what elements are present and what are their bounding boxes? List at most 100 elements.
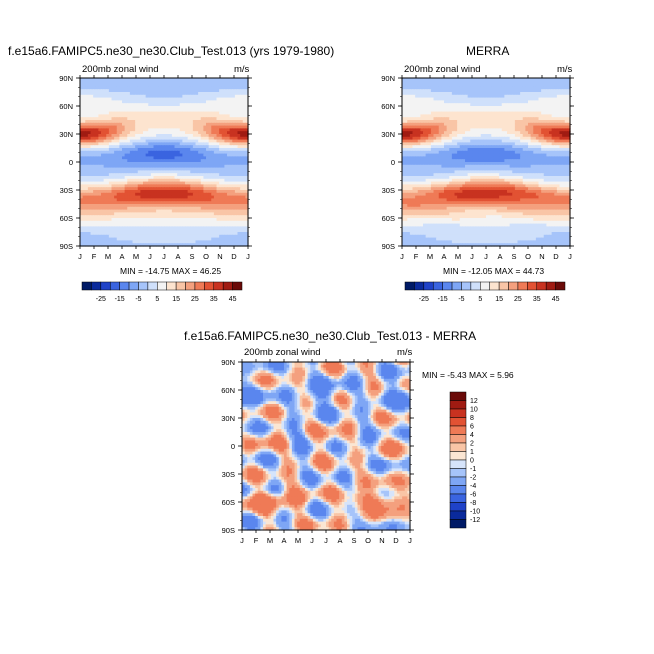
cbar1-swatch xyxy=(128,281,139,291)
cbar1-swatch xyxy=(109,281,120,291)
cbar2-swatch xyxy=(508,281,519,291)
cbar3-swatch xyxy=(449,434,467,444)
cbar3-swatch xyxy=(449,502,467,512)
panel1-title: f.e15a6.FAMIPC5.ne30_ne30.Club_Test.013 … xyxy=(8,44,335,58)
panel2-xtick: A xyxy=(441,252,446,261)
panel1-colorbar: -25 -15 -5 5 15 25 35 45 xyxy=(81,281,243,303)
cbar2-swatch xyxy=(498,281,509,291)
cbar1-swatch xyxy=(204,281,215,291)
cbar1-swatch xyxy=(100,281,111,291)
cbar3-swatch xyxy=(449,391,467,401)
cbar2-label: 35 xyxy=(533,296,541,303)
panel1-xtick: M xyxy=(105,252,111,261)
cbar3-label: 12 xyxy=(470,398,478,405)
cbar2-swatch xyxy=(451,281,462,291)
panel2-xtick: J xyxy=(470,252,474,261)
panel3-xtick: A xyxy=(337,536,342,545)
panel2-stats: MIN = -12.05 MAX = 44.73 xyxy=(443,266,545,276)
cbar3-label: -12 xyxy=(470,517,480,524)
panel3-xtick: J xyxy=(240,536,244,545)
panel1-ytick: 30S xyxy=(60,186,73,195)
panel2-xtick: O xyxy=(525,252,531,261)
cbar2-label: 15 xyxy=(495,296,503,303)
cbar3-label: 0 xyxy=(470,458,474,465)
cbar2-label: -5 xyxy=(458,296,464,303)
panel1-xtick: A xyxy=(175,252,180,261)
panel1-ytick: 90S xyxy=(60,242,73,251)
cbar1-label: -25 xyxy=(96,296,106,303)
cbar3-label: 2 xyxy=(470,441,474,448)
cbar1-swatch xyxy=(213,281,224,291)
panel2-xtick: D xyxy=(553,252,559,261)
cbar3-label: 1 xyxy=(470,449,474,456)
cbar3-label: -8 xyxy=(470,500,476,507)
panel2-field xyxy=(402,78,571,247)
panel1-xtick: F xyxy=(92,252,97,261)
cbar3-label: 8 xyxy=(470,415,474,422)
panel3-xtick: J xyxy=(324,536,328,545)
cbar3-swatch xyxy=(449,485,467,495)
cbar2-swatch xyxy=(423,281,434,291)
panel3-xtick: J xyxy=(408,536,412,545)
cbar2-swatch xyxy=(414,281,425,291)
cbar1-label: 15 xyxy=(172,296,180,303)
panel1-xtick: S xyxy=(189,252,194,261)
cbar3-label: -10 xyxy=(470,509,480,516)
cbar1-swatch xyxy=(175,281,186,291)
panel3-xtick: N xyxy=(379,536,384,545)
cbar3-swatch xyxy=(449,451,467,461)
panel1-units: m/s xyxy=(234,64,250,75)
cbar3-swatch xyxy=(449,459,467,469)
cbar3-label: -6 xyxy=(470,492,476,499)
panel1-xtick: J xyxy=(246,252,250,261)
panel3-title: f.e15a6.FAMIPC5.ne30_ne30.Club_Test.013 … xyxy=(184,329,477,343)
cbar1-swatch xyxy=(147,281,158,291)
panel3-xtick: M xyxy=(295,536,301,545)
cbar3-label: -4 xyxy=(470,483,476,490)
panel2-xtick: J xyxy=(568,252,572,261)
cbar2-swatch xyxy=(489,281,500,291)
cbar1-label: -15 xyxy=(115,296,125,303)
panel1-xtick: A xyxy=(119,252,124,261)
cbar1-label: 35 xyxy=(210,296,218,303)
panel2-ytick: 30N xyxy=(381,130,395,139)
cbar2-label: 45 xyxy=(552,296,560,303)
cbar1-swatch xyxy=(157,281,167,291)
cbar3-label: 4 xyxy=(470,432,474,439)
cbar3-label: 10 xyxy=(470,407,478,414)
cbar1-swatch xyxy=(138,281,149,291)
cbar3-label: -2 xyxy=(470,475,476,482)
panel1-xtick: J xyxy=(162,252,166,261)
cbar3-swatch xyxy=(449,408,467,418)
cbar2-swatch xyxy=(517,281,528,291)
cbar1-label: -5 xyxy=(135,296,141,303)
panel2-xtick: J xyxy=(484,252,488,261)
panel2-title: MERRA xyxy=(466,44,510,58)
cbar1-swatch xyxy=(119,281,130,291)
cbar3-label: 6 xyxy=(470,424,474,431)
cbar1-label: 25 xyxy=(191,296,199,303)
cbar3-swatch xyxy=(449,417,467,427)
cbar2-swatch xyxy=(555,281,566,291)
panel1-ytick: 90N xyxy=(59,74,73,83)
panel1-xtick: M xyxy=(133,252,139,261)
cbar1-swatch xyxy=(185,281,196,291)
panel1-field xyxy=(80,78,249,247)
panel2-xtick: S xyxy=(511,252,516,261)
panel3-units: m/s xyxy=(397,347,413,358)
panel2-left-string: 200mb zonal wind xyxy=(404,64,481,75)
cbar1-swatch xyxy=(166,281,177,291)
panel2-xtick: J xyxy=(400,252,404,261)
panel3-ytick: 0 xyxy=(231,442,235,451)
cbar3-swatch xyxy=(449,468,467,478)
panel3-stats: MIN = -5.43 MAX = 5.96 xyxy=(422,370,514,380)
panel2-ytick: 0 xyxy=(391,158,395,167)
cbar2-label: -25 xyxy=(419,296,429,303)
cbar3-swatch xyxy=(449,400,467,410)
panel1-ytick: 60S xyxy=(60,214,73,223)
panel3-xtick: O xyxy=(365,536,371,545)
cbar3-swatch xyxy=(449,510,467,520)
